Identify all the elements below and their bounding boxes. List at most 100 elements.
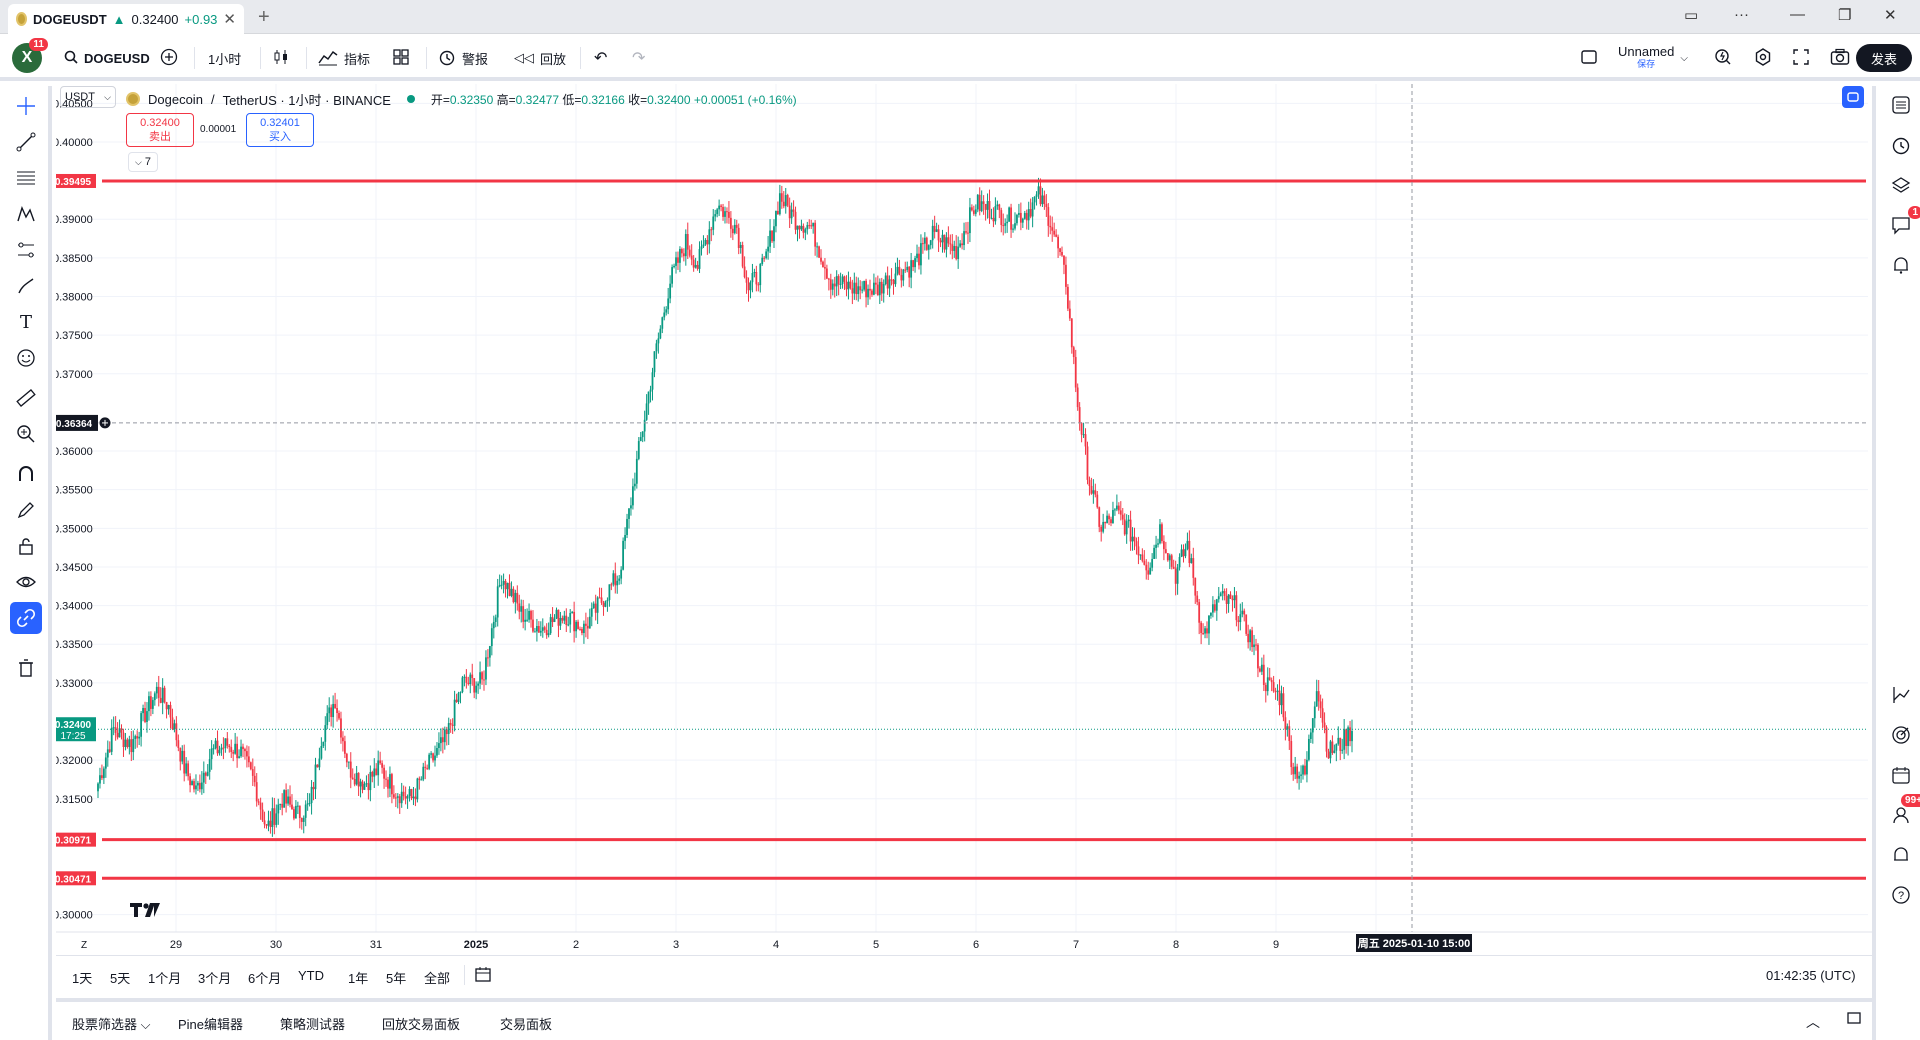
candle-body [1147,570,1150,575]
candle-body [1282,693,1285,718]
candle-body [516,592,519,604]
publish-button[interactable]: 发表 [1856,44,1912,72]
fullscreen-button[interactable] [1792,43,1810,73]
magnet-icon[interactable] [10,458,42,490]
zoom-in-icon[interactable] [10,418,42,450]
range-button[interactable]: 全部 [424,971,451,986]
notification-bell-icon[interactable] [1886,250,1916,280]
calendar-icon[interactable] [1886,760,1916,790]
trash-icon[interactable] [10,652,42,684]
range-button[interactable]: 1天 [72,971,93,986]
candle-body [541,627,544,631]
panel-tab[interactable]: 策略测试器 [280,1017,346,1032]
add-symbol-button[interactable] [160,43,178,73]
ideas-icon[interactable]: 99+ [1886,794,1920,830]
legend-quote[interactable]: TetherUS · 1小时 · BINANCE [222,92,391,108]
candle-body [287,796,289,804]
range-button[interactable]: 1年 [348,971,369,986]
trendline-tool-icon[interactable] [10,126,42,158]
undo-button[interactable]: ↶ [594,43,607,73]
quick-search-button[interactable] [1714,43,1732,73]
clock[interactable]: 01:42:35 (UTC) [1766,968,1856,983]
snapshot-button[interactable] [1830,43,1850,73]
restore-icon[interactable]: ❐ [1838,7,1852,24]
target-icon[interactable] [1886,720,1916,750]
layers-icon[interactable] [1886,170,1916,200]
candle-body [1117,505,1120,511]
range-button[interactable]: 1个月 [148,971,182,986]
replay-label: 回放 [540,51,567,67]
currency-select[interactable]: USDT ⌵ [60,86,116,108]
panel-tab[interactable]: 回放交易面板 [382,1017,461,1032]
layouts-button[interactable] [392,43,410,73]
candle-body [741,244,744,267]
fib-tool-icon[interactable] [10,162,42,194]
chart-type-button[interactable] [272,43,290,73]
candle-body [351,777,354,779]
maximize-panel-icon[interactable] [1846,1010,1862,1029]
candle-body [818,246,820,258]
interval-button[interactable]: 1小时 [208,43,241,73]
ruler-tool-icon[interactable] [10,382,42,414]
symbol-search[interactable]: DOGEUSD [64,43,150,73]
eye-icon[interactable] [10,566,42,598]
lock-icon[interactable] [10,530,42,562]
link-icon[interactable] [10,602,42,634]
alerts-button[interactable]: 警报 [438,43,488,73]
browser-tab[interactable]: DOGEUSDT ▲ 0.32400 +0.93 ✕ [8,4,244,34]
chevron-up-icon[interactable]: ︿ [1806,1014,1820,1030]
more-icon[interactable]: ··· [1734,6,1749,23]
minimize-icon[interactable]: — [1790,6,1805,23]
sync-button[interactable] [1842,86,1864,108]
text-tool-icon[interactable]: T [19,311,32,333]
candle-body [941,234,944,243]
range-button[interactable]: 3个月 [198,971,232,986]
panel-tab[interactable]: Pine编辑器 [178,1017,244,1032]
range-button[interactable]: 6个月 [248,971,282,986]
candle-body [230,747,233,752]
redo-button[interactable]: ↷ [632,43,645,73]
replay-button[interactable]: ◁◁ 回放 [514,43,566,73]
pine-icon[interactable] [1886,680,1916,710]
candle-body [943,234,946,250]
sell-button[interactable]: 0.32400 卖出 [126,113,194,147]
candle-body [428,754,431,769]
panel-tab[interactable]: 交易面板 [500,1017,553,1032]
forecast-tool-icon[interactable] [10,234,42,266]
user-menu[interactable]: X 11 [12,38,48,73]
emoji-tool-icon[interactable] [10,342,42,374]
layout-select[interactable]: Unnamed 保存 ⌵ [1580,43,1688,73]
indicators-collapse-button[interactable]: ⌵ 7 [128,152,158,172]
stay-drawing-icon[interactable] [10,494,42,526]
screen-icon[interactable]: ▭ [1684,7,1699,24]
new-tab-icon[interactable]: + [258,6,270,28]
close-window-icon[interactable]: ✕ [1884,7,1897,24]
bell-icon[interactable] [1886,840,1916,870]
brush-tool-icon[interactable] [10,270,42,302]
range-button[interactable]: 5年 [386,971,407,986]
panel-tab[interactable]: 股票筛选器 ⌵ [72,1017,151,1032]
watchlist-icon[interactable] [1886,90,1916,120]
help-icon[interactable]: ? [1886,880,1916,910]
indicators-button[interactable]: 指标 [318,43,370,73]
chart-area[interactable]: 0.39495 0.30971 0.30471 0.40500 0.40000 0.390… [50,84,1872,954]
avatar[interactable]: X 11 [12,38,48,73]
pattern-tool-icon[interactable] [10,198,42,230]
settings-button[interactable] [1754,43,1772,73]
candle-body [786,195,789,206]
chat-icon[interactable]: 1 [1886,206,1920,240]
goto-date-icon[interactable] [474,965,492,986]
legend-name[interactable]: Dogecoin [148,91,203,107]
buy-button[interactable]: 0.32401 买入 [246,113,314,147]
price-chart-svg[interactable]: 0.394950.309710.304710.405000.400000.390… [50,84,1872,954]
market-status-dot[interactable] [406,95,415,103]
crosshair-tool-icon[interactable] [10,90,42,122]
candle-body [665,309,668,313]
bottom-panel-tabs: ︿ 股票筛选器 ⌵ Pine编辑器 策略测试器 回放交易面板 交易面板 [56,998,1872,1040]
range-button[interactable]: YTD [298,968,324,983]
candle-body [729,217,732,229]
alerts-clock-icon[interactable] [1886,130,1916,160]
candle-body [1227,594,1230,604]
range-button[interactable]: 5天 [110,971,131,986]
close-tab-icon[interactable]: ✕ [223,11,236,28]
